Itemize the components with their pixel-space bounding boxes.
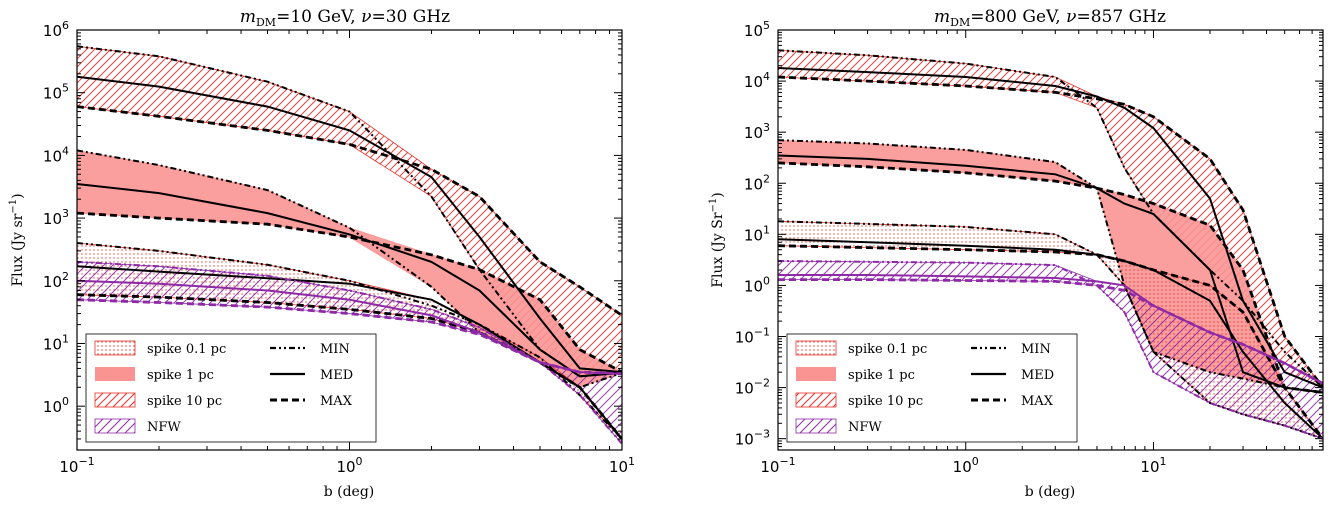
x-axis-label: b (deg) [1025,484,1076,500]
y-tick-label: 103 [43,207,69,228]
x-tick-label: 10−1 [59,455,94,476]
line-min-nfw [778,260,1323,440]
panel-left: 10−1 100 101 100 101 102 103 104 105 106 mDM=10 G… [8,7,635,500]
legend-swatch-spike-10pc [94,392,136,408]
legend-label: MAX [320,394,353,409]
y-tick-label: 100 [744,274,770,295]
line-max-nfw [77,298,622,376]
y-tick-label: 104 [43,144,69,165]
legend-label: spike 10 pc [147,394,222,409]
ticks-right: 10−1 100 101 10−3 10−2 10−1 100 101 102 103 104 105 [735,19,1324,476]
ticks-left: 10−1 100 101 100 101 102 103 104 105 106 [43,19,635,476]
chart-title: mDM=800 GeV, ν=857 GHz [934,7,1166,29]
y-tick-label: 102 [43,270,69,291]
legend-swatch-nfw [94,418,136,434]
panel-right: 10−1 100 101 10−3 10−2 10−1 100 101 102 103 104 105… [708,7,1324,500]
legend: spike 0.1 pc spike 1 pc spike 10 pc NFW … [786,333,1078,443]
legend-swatch-spike-1pc [796,367,836,381]
legend-label: spike 1 pc [147,368,214,383]
legend-label: NFW [147,420,181,435]
y-tick-label: 101 [43,332,69,353]
line-min-spike-10-pc [77,45,622,378]
x-tick-label: 101 [1140,455,1166,476]
legend-swatch-spike-0.1pc [795,340,837,356]
legend-swatch-spike-10pc [795,392,837,408]
legend-label: spike 10 pc [848,394,923,409]
legend-label: MAX [1021,394,1054,409]
y-tick-label: 10−3 [735,428,770,449]
legend-label: spike 1 pc [848,368,915,383]
x-tick-label: 101 [609,455,635,476]
line-med-spike-1-pc [77,183,622,378]
y-axis-label: Flux (Jy Sr−1) [708,192,726,288]
legend-label: MIN [1021,342,1051,357]
lines-left [77,45,622,445]
x-tick-label: 100 [953,455,979,476]
line-min-spike-0.1-pc [77,242,622,440]
x-axis-label: b (deg) [324,484,375,500]
legend-label: spike 0.1 pc [147,342,226,357]
line-min-nfw [77,260,622,445]
line-min-spike-1-pc [77,149,622,389]
plot-frame [777,29,1324,451]
y-tick-label: 104 [744,70,770,91]
line-med-nfw [778,274,1323,385]
x-tick-label: 100 [336,455,362,476]
legend-label: MED [1021,368,1054,383]
line-med-spike-10-pc [77,75,622,374]
line-max-spike-0.1-pc [77,293,622,440]
y-tick-label: 10−2 [735,377,770,398]
y-tick-label: 105 [744,19,770,40]
line-med-spike-10-pc [778,67,1323,389]
y-tick-label: 101 [744,223,770,244]
x-tick-label: 10−1 [760,455,795,476]
y-tick-label: 102 [744,172,770,193]
chart-title: mDM=10 GeV, ν=30 GHz [240,7,450,29]
line-max-spike-0.1-pc [778,244,1323,440]
line-min-spike-10-pc [778,49,1323,389]
legend-label: spike 0.1 pc [848,342,927,357]
line-max-spike-1-pc [77,211,622,374]
line-max-nfw [778,278,1323,385]
line-max-spike-1-pc [778,161,1323,394]
y-tick-label: 106 [43,19,69,40]
y-tick-label: 10−1 [735,326,770,347]
y-tick-label: 103 [744,121,770,142]
lines-right [778,49,1323,440]
line-max-spike-10-pc [778,75,1323,389]
y-axis-label: Flux (Jy sr−1) [8,193,26,286]
line-med-spike-0.1-pc [77,265,622,440]
legend: spike 0.1 pc spike 1 pc spike 10 pc NFW … [85,333,377,443]
legend-label: NFW [848,420,882,435]
legend-swatch-spike-0.1pc [94,340,136,356]
legend-label: MED [320,368,353,383]
y-tick-label: 100 [43,395,69,416]
line-med-spike-1-pc [778,154,1323,394]
legend-swatch-spike-1pc [95,367,135,381]
legend-swatch-nfw [795,418,837,434]
legend-label: MIN [320,342,350,357]
y-tick-label: 105 [43,82,69,103]
